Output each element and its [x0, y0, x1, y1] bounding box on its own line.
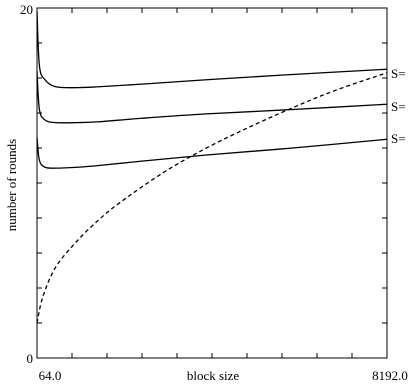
- series-label-3: S=: [391, 131, 406, 146]
- series-line-3: [36, 137, 388, 169]
- series-line-1: [36, 11, 388, 89]
- x-axis-label: block size: [187, 368, 240, 383]
- plot-frame: [36, 7, 388, 359]
- x-tick-label-min: 64.0: [39, 368, 62, 383]
- x-tick-label-max: 8192.0: [372, 368, 408, 383]
- y-tick-label-min: 0: [27, 351, 34, 366]
- series-label-1: S=: [391, 66, 406, 81]
- dashed-series-line: [36, 72, 388, 324]
- series-label-2: S=: [391, 99, 406, 114]
- y-axis-label: number of rounds: [4, 139, 19, 231]
- y-tick-label-max: 20: [20, 2, 33, 17]
- series-line-2: [36, 70, 388, 124]
